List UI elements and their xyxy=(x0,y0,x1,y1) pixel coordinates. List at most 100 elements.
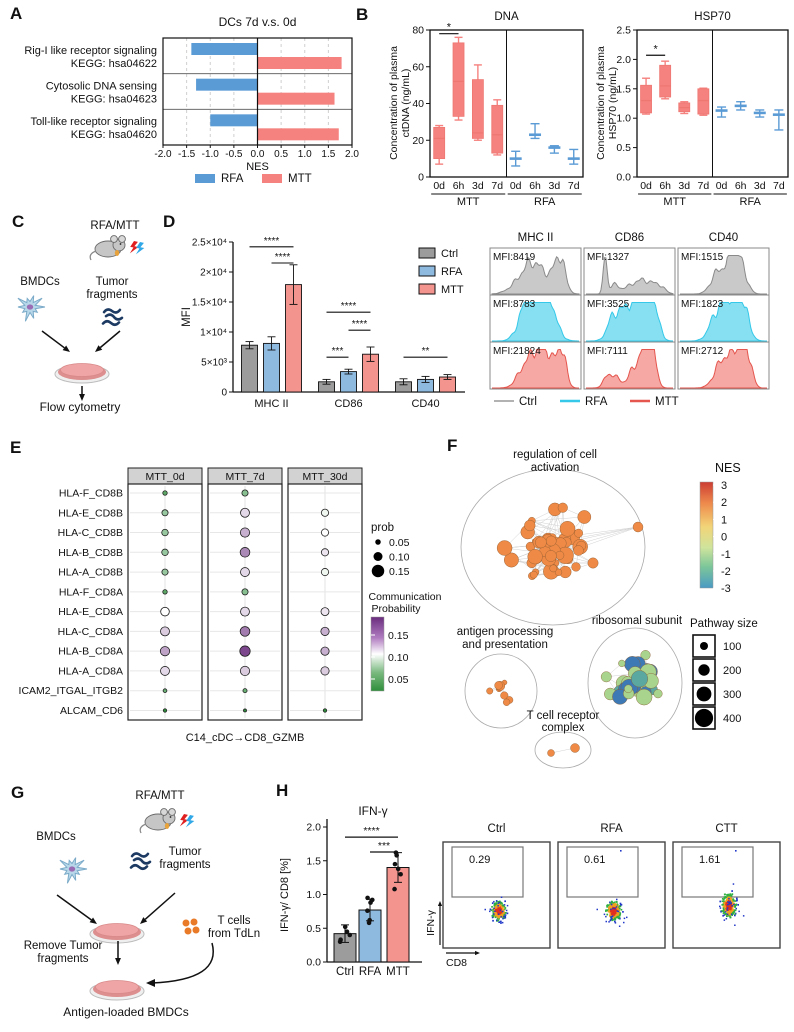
label-t-cells: T cells from TdLn xyxy=(200,915,268,941)
svg-text:HLA-F_CD8B: HLA-F_CD8B xyxy=(59,488,123,500)
histogram-curve-MTT-MHC II xyxy=(492,348,579,389)
svg-text:1.61: 1.61 xyxy=(699,854,720,866)
svg-text:MTT_0d: MTT_0d xyxy=(145,471,184,483)
panel-h-bar-chart: IFN-γ IFN-γ/ CD8 [%] 0.0 0.5 1.0 1.5 2.0 Ctrl RF… xyxy=(279,804,422,978)
label-tumor-fragments-g: Tumor fragments xyxy=(150,846,220,872)
communication-dot xyxy=(243,708,247,713)
svg-text:60: 60 xyxy=(412,61,424,73)
network-node xyxy=(545,550,557,562)
network-node xyxy=(527,549,543,565)
svg-text:0.05: 0.05 xyxy=(388,674,409,686)
svg-text:HLA-E_CD8A: HLA-E_CD8A xyxy=(58,606,123,618)
mfi-bar-Ctrl-MHC II xyxy=(241,341,258,393)
panel-g-diagram-icons xyxy=(56,808,214,1001)
svg-text:6h: 6h xyxy=(659,180,671,192)
cluster-ellipse xyxy=(460,468,646,626)
panel-h-flow-plots: Ctrl 0.29 RFA 0.61 CTT 1.61 IFN-γ CD8 xyxy=(425,823,781,969)
communication-dot xyxy=(161,528,169,537)
svg-text:HSP70 (ng/mL): HSP70 (ng/mL) xyxy=(607,67,619,139)
communication-dot xyxy=(159,646,171,657)
network-node xyxy=(496,540,513,556)
communication-dot xyxy=(241,489,249,497)
cluster-ellipse xyxy=(464,653,538,729)
network-node xyxy=(486,687,494,695)
network-node xyxy=(587,557,599,569)
svg-text:Concentration of plasma: Concentration of plasma xyxy=(595,46,607,160)
histogram-curve-MTT-CD40 xyxy=(680,349,767,389)
svg-text:MTT: MTT xyxy=(288,173,312,185)
network-node xyxy=(559,521,576,537)
label-rfa-mtt-c: RFA/MTT xyxy=(90,220,140,232)
network-node xyxy=(535,536,547,549)
ifng-bar-RFA xyxy=(358,895,382,963)
network-node xyxy=(600,671,612,683)
svg-text:ICAM2_ITGAL_ITGB2: ICAM2_ITGAL_ITGB2 xyxy=(19,685,124,697)
communication-dot xyxy=(162,589,168,595)
network-node xyxy=(573,545,584,556)
label-bmdcs-c: BMDCs xyxy=(20,276,60,288)
tumor-fragments-icon xyxy=(129,852,152,871)
svg-text:IFN-γ: IFN-γ xyxy=(425,909,437,935)
svg-text:MFI: MFI xyxy=(181,307,193,327)
svg-text:2.0: 2.0 xyxy=(616,54,631,66)
svg-text:ALCAM_CD6: ALCAM_CD6 xyxy=(60,705,123,717)
label-remove-line2: fragments xyxy=(37,953,89,965)
svg-text:1.0: 1.0 xyxy=(306,889,321,901)
label-tumor-g-line1: Tumor xyxy=(168,846,202,858)
svg-text:3d: 3d xyxy=(472,180,484,192)
svg-text:Toll-like receptor signaling: Toll-like receptor signaling xyxy=(30,116,157,128)
panel-c-label: C xyxy=(12,212,25,231)
mfi-bar-MTT-CD40 xyxy=(439,374,456,393)
svg-text:MHC II: MHC II xyxy=(254,398,288,410)
svg-text:0.15: 0.15 xyxy=(388,630,409,642)
svg-text:MFI:8419: MFI:8419 xyxy=(493,252,536,263)
network-node xyxy=(502,698,511,706)
nes-bar-row xyxy=(196,78,335,105)
svg-text:3d: 3d xyxy=(549,180,561,192)
cluster-ellipse xyxy=(587,627,683,739)
svg-text:CD8: CD8 xyxy=(446,957,467,969)
network-node xyxy=(500,691,509,700)
communication-dot xyxy=(322,708,328,713)
network-node xyxy=(571,562,581,572)
svg-text:0.05: 0.05 xyxy=(389,537,410,549)
svg-text:HLA-F_CD8A: HLA-F_CD8A xyxy=(59,586,123,598)
label-tcells-line1: T cells xyxy=(217,915,251,927)
svg-text:Probability: Probability xyxy=(371,603,421,615)
svg-text:7d: 7d xyxy=(698,180,710,192)
svg-text:MFI:21824: MFI:21824 xyxy=(493,346,541,357)
bmdc-cell-icon xyxy=(59,857,88,884)
svg-text:***: *** xyxy=(332,346,344,357)
svg-text:complex: complex xyxy=(542,722,585,734)
mfi-bar-RFA-CD40 xyxy=(417,375,434,393)
network-node xyxy=(504,552,519,568)
svg-text:antigen processing: antigen processing xyxy=(457,626,554,638)
svg-text:KEGG: hsa04623: KEGG: hsa04623 xyxy=(71,94,157,106)
svg-text:MFI:8783: MFI:8783 xyxy=(493,299,536,310)
svg-text:****: **** xyxy=(264,236,280,247)
svg-text:and presentation: and presentation xyxy=(462,639,548,651)
svg-text:****: **** xyxy=(275,252,291,263)
communication-dot xyxy=(160,626,170,637)
box-RFA-6h xyxy=(529,123,542,140)
svg-text:-0.5: -0.5 xyxy=(225,149,243,160)
svg-text:80: 80 xyxy=(412,25,424,37)
svg-text:MFI:1515: MFI:1515 xyxy=(681,252,724,263)
svg-text:HLA-A_CD8A: HLA-A_CD8A xyxy=(58,665,123,677)
histogram-curve-Ctrl-CD40 xyxy=(680,255,767,295)
svg-text:0.5: 0.5 xyxy=(274,149,288,160)
svg-text:1.5: 1.5 xyxy=(306,855,321,867)
svg-text:ctDNA (ng/mL): ctDNA (ng/mL) xyxy=(400,69,412,138)
nes-bar-row xyxy=(191,43,342,69)
svg-text:Communication: Communication xyxy=(369,591,442,603)
box-MTT-3d xyxy=(471,64,484,141)
svg-text:1.5×10⁴: 1.5×10⁴ xyxy=(192,298,227,309)
svg-text:MFI:1327: MFI:1327 xyxy=(587,252,630,263)
communication-dot xyxy=(161,548,169,556)
network-node xyxy=(549,564,558,573)
communication-dot xyxy=(162,708,168,713)
mouse-icon xyxy=(89,235,126,261)
svg-text:Ctrl: Ctrl xyxy=(488,823,506,835)
